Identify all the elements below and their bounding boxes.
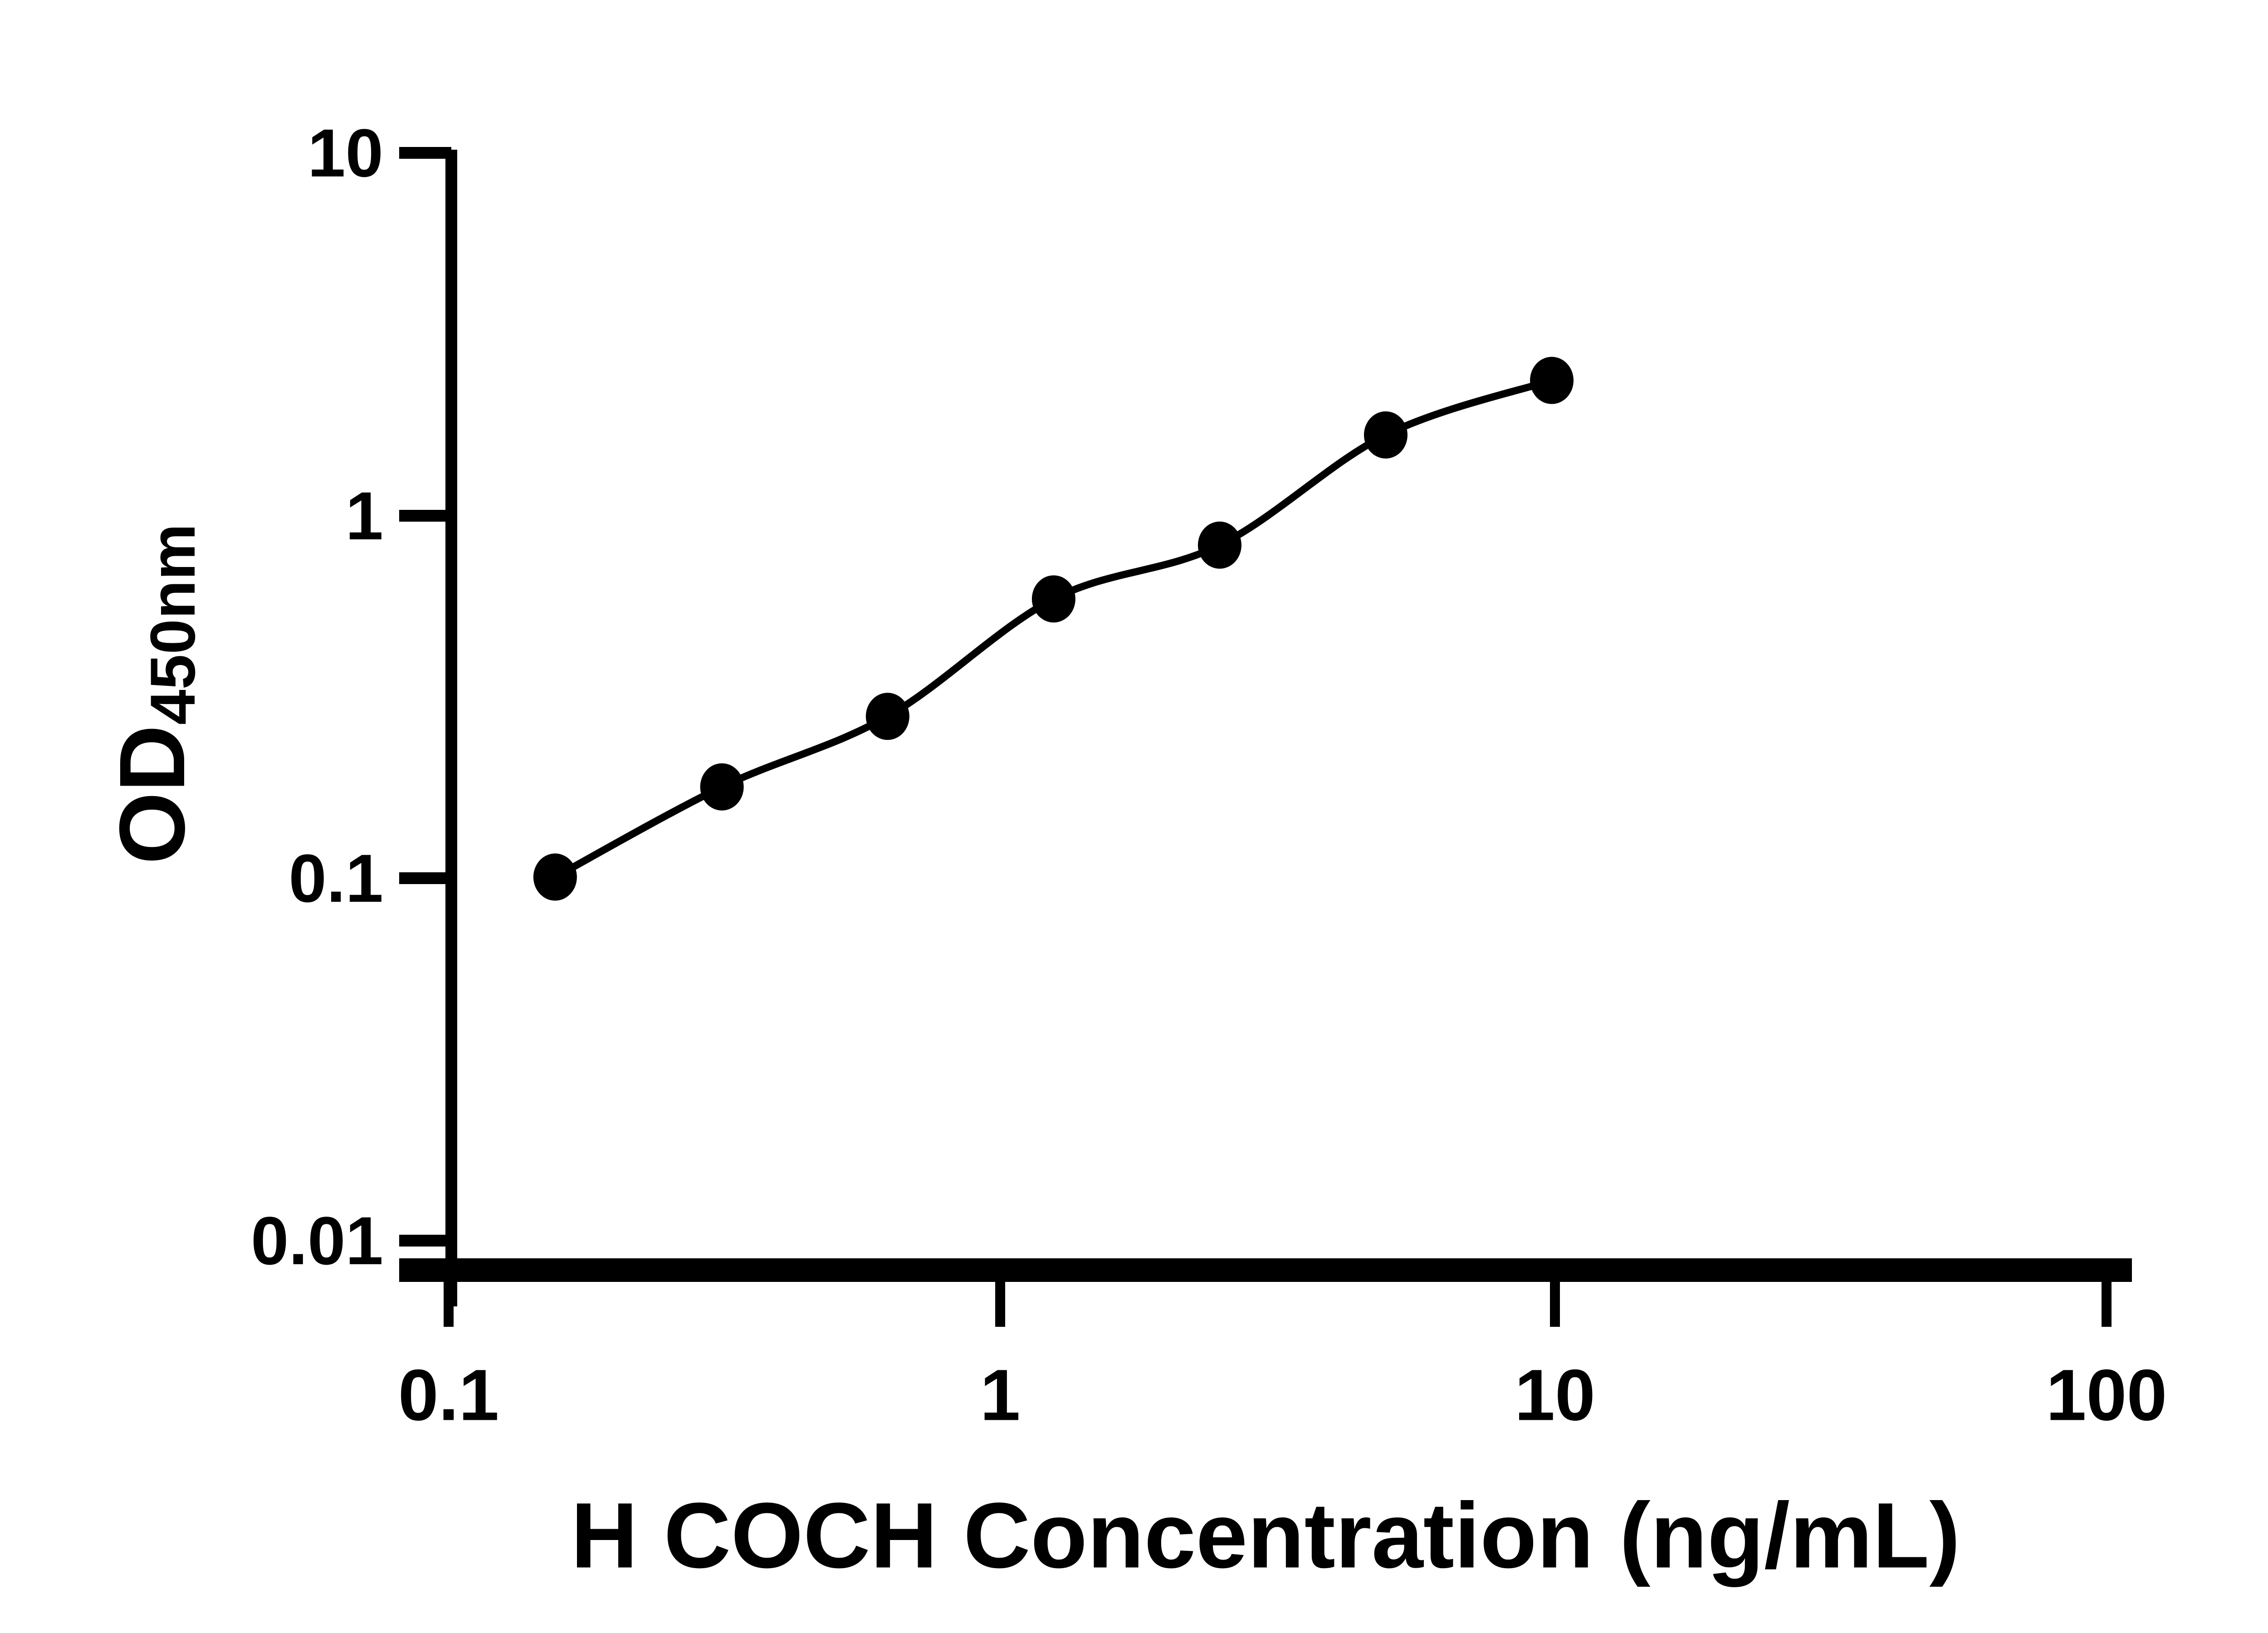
x-tick-label-1: 1 — [980, 1354, 1021, 1436]
y-tick-label-10: 10 — [308, 115, 383, 191]
y-axis-title-main: OD — [100, 725, 204, 865]
y-tick-label-0.1: 0.1 — [288, 840, 383, 916]
data-point — [533, 853, 577, 901]
y-tick-label-1: 1 — [346, 478, 383, 554]
data-point — [865, 693, 909, 740]
data-point-group — [533, 357, 1574, 901]
x-axis-title: H COCH Concentration (ng/mL) — [571, 1484, 1960, 1588]
svg-text:OD450nm: OD450nm — [100, 523, 208, 864]
y-axis-title: OD450nm — [100, 523, 208, 864]
data-point — [1031, 575, 1075, 623]
data-point — [1530, 357, 1574, 404]
y-axis: 10 1 0.1 0.01 — [251, 115, 457, 1306]
data-point — [1198, 521, 1242, 569]
y-tick-label-0.01: 0.01 — [251, 1203, 383, 1279]
data-point — [700, 763, 744, 811]
x-tick-label-10: 10 — [1515, 1354, 1595, 1436]
data-point — [1364, 411, 1408, 459]
x-tick-label-100: 100 — [2046, 1354, 2167, 1436]
x-axis: 0.1 1 10 100 — [398, 1258, 2167, 1436]
y-axis-title-sub: 450nm — [137, 523, 208, 725]
x-tick-label-0.1: 0.1 — [398, 1354, 499, 1436]
